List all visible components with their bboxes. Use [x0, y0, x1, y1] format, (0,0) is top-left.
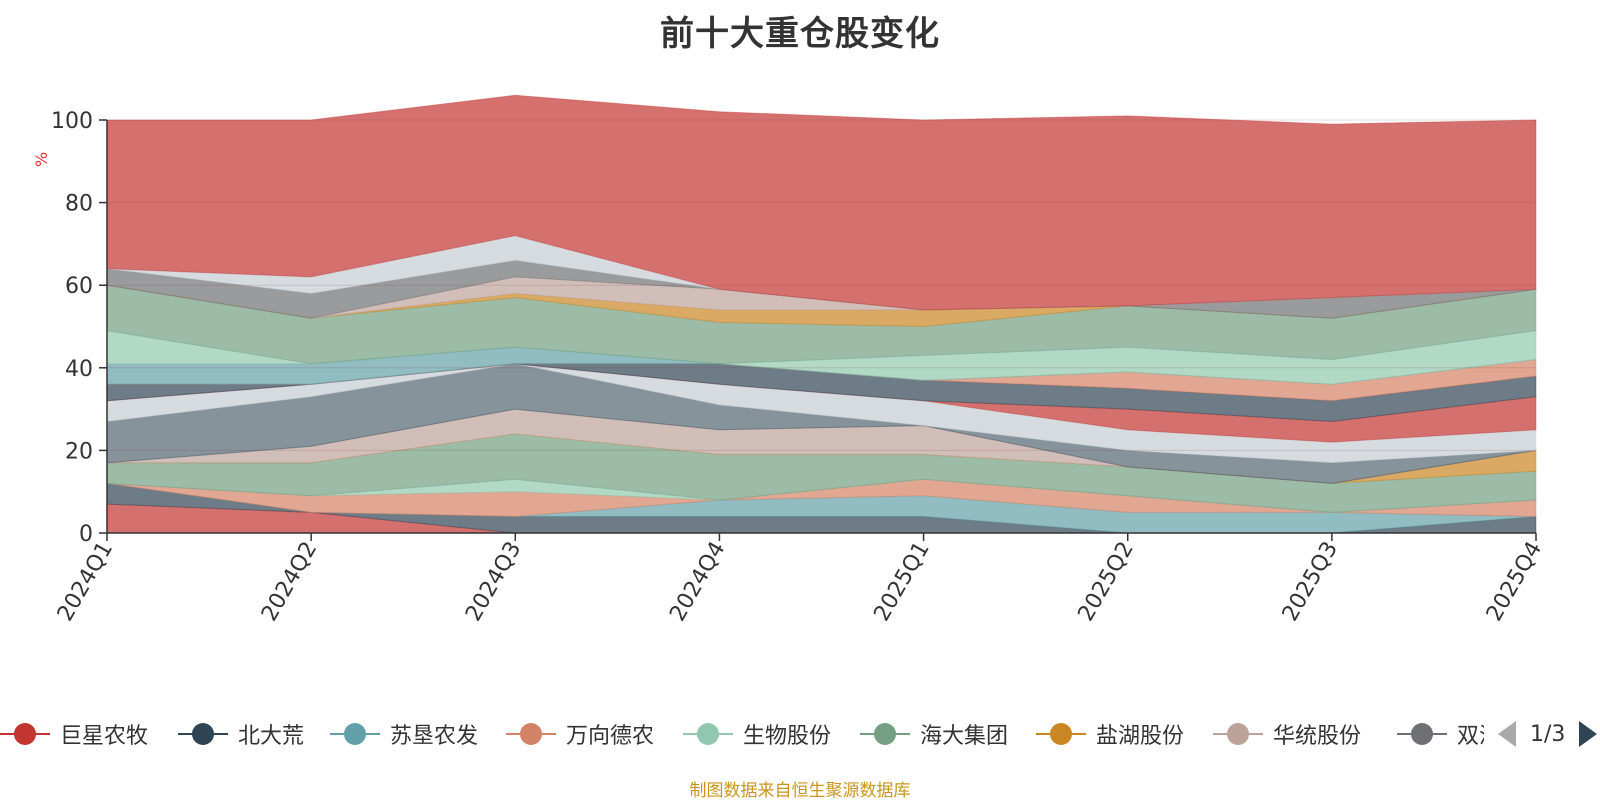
- series-area-12: [106, 363, 1537, 443]
- x-tick-label: 2025Q4: [1482, 538, 1547, 626]
- x-tick-label: 2024Q2: [257, 538, 322, 626]
- legend-label: 苏垦农发: [390, 724, 479, 749]
- legend-item[interactable]: 苏垦农发: [330, 712, 478, 756]
- series-area-7: [107, 433, 1537, 484]
- legend-label: 生物股份: [743, 724, 832, 749]
- legend-items: 巨星农牧 北大荒 苏垦农发 万向德农 生物股份 海大集团 盐湖股份 华统股份 双汇发展: [0, 712, 1484, 756]
- legend-next-arrow-icon[interactable]: [1579, 721, 1598, 747]
- legend-prev-arrow-icon[interactable]: [1498, 721, 1516, 747]
- y-tick-label: 40: [65, 357, 93, 382]
- x-tick-label: 2024Q4: [665, 538, 730, 626]
- series-area-4: [106, 478, 1537, 518]
- legend-marker-icon: [1397, 719, 1447, 749]
- legend-pager: 1/3: [1498, 712, 1598, 756]
- legend-label: 万向德农: [566, 724, 655, 749]
- legend-item[interactable]: 北大荒: [178, 712, 304, 756]
- legend-label: 北大荒: [238, 724, 305, 749]
- x-tick-label: 2025Q2: [1074, 538, 1139, 626]
- legend-page-indicator: 1/3: [1530, 721, 1566, 747]
- x-tick-label: 2025Q3: [1278, 538, 1343, 626]
- legend-marker-icon: [1036, 719, 1086, 749]
- stacked-area-chart: 0 20 40 60 80 100 2024Q1 2024Q2 2024Q3 2024Q4 2025…: [51, 94, 1547, 626]
- legend-item[interactable]: 海大集团: [860, 712, 1008, 756]
- legend-label: 盐湖股份: [1096, 724, 1185, 749]
- y-tick-label: 80: [65, 192, 93, 217]
- legend-item[interactable]: 双汇发展: [1397, 712, 1484, 756]
- legend-marker-icon: [860, 719, 910, 749]
- chart-title: 前十大重仓股变化: [660, 14, 940, 54]
- x-tick-label: 2025Q1: [869, 538, 934, 626]
- series-area-10: [106, 363, 1537, 484]
- y-tick-label: 60: [65, 274, 93, 299]
- legend-label: 巨星农牧: [60, 724, 149, 749]
- y-tick-label: 0: [79, 522, 93, 547]
- legend-item[interactable]: 巨星农牧: [0, 712, 148, 756]
- x-tick-label: 2024Q3: [461, 538, 526, 626]
- series-area-22: [106, 94, 1537, 311]
- legend-item[interactable]: 万向德农: [506, 712, 654, 756]
- legend: 巨星农牧 北大荒 苏垦农发 万向德农 生物股份 海大集团 盐湖股份 华统股份 双汇发展 1/3: [0, 712, 1600, 756]
- legend-marker-icon: [178, 719, 228, 749]
- x-tick-label: 2024Q1: [53, 538, 118, 626]
- legend-label: 双汇发展: [1457, 724, 1484, 749]
- legend-item[interactable]: 生物股份: [683, 712, 831, 756]
- series-area-17: [106, 284, 1537, 365]
- series-area-6: [106, 433, 1537, 513]
- legend-label: 华统股份: [1273, 724, 1362, 749]
- legend-marker-icon: [683, 719, 733, 749]
- legend-item[interactable]: 华统股份: [1213, 712, 1361, 756]
- source-note: 制图数据来自恒生聚源数据库: [689, 781, 911, 800]
- series-areas: [106, 94, 1537, 534]
- series-area-20: [106, 259, 1537, 319]
- legend-marker-icon: [1213, 719, 1263, 749]
- y-tick-label: 20: [65, 439, 93, 464]
- y-tick-label: 100: [51, 109, 93, 134]
- legend-item[interactable]: 盐湖股份: [1036, 712, 1184, 756]
- legend-marker-icon: [330, 719, 380, 749]
- legend-label: 海大集团: [920, 724, 1009, 749]
- legend-marker-icon: [0, 719, 50, 749]
- legend-marker-icon: [506, 719, 556, 749]
